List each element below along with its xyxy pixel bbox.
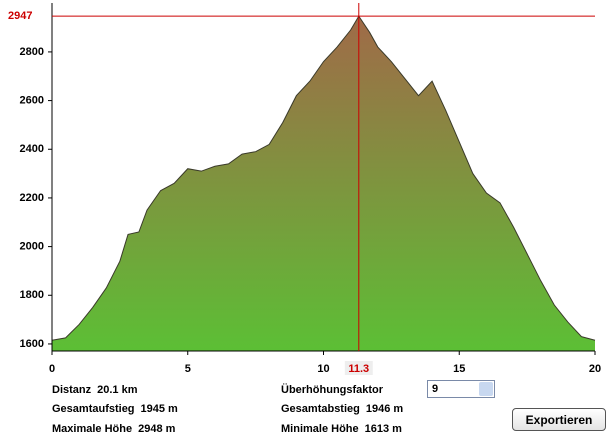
distance: Distanz 20.1 km [52, 384, 138, 396]
marker-x-label: 11.3 [348, 363, 369, 375]
marker-x-label-bg [344, 361, 373, 375]
elevation-area [52, 16, 595, 351]
y-tick-label: 2000 [20, 241, 44, 253]
descent: Gesamtabstieg 1946 m [281, 403, 404, 415]
y-tick-label: 2400 [20, 143, 44, 155]
x-tick-label: 5 [185, 363, 191, 375]
y-tick-label: 1800 [20, 289, 44, 301]
marker-y-label: 2947 [8, 10, 32, 22]
x-tick-label: 10 [317, 363, 329, 375]
exaggeration-label: Überhöhungsfaktor [281, 384, 384, 396]
y-tick-label: 2800 [20, 46, 44, 58]
x-tick-label: 15 [453, 363, 465, 375]
y-tick-label: 2600 [20, 94, 44, 106]
x-tick-label: 20 [589, 363, 601, 375]
y-tick-label: 1600 [20, 338, 44, 350]
exaggeration-select[interactable]: 9 [427, 380, 495, 398]
select-value: 9 [432, 383, 439, 395]
min-height: Minimale Höhe 1613 m [281, 423, 402, 435]
max-height: Maximale Höhe 2948 m [52, 423, 176, 435]
y-tick-label: 2200 [20, 192, 44, 204]
export-button[interactable]: Exportieren [512, 408, 606, 431]
marker-y-label-bg [2, 8, 46, 25]
elevation-line [51, 15, 596, 341]
ascent: Gesamtaufstieg 1945 m [52, 403, 178, 415]
x-tick-label: 0 [49, 363, 55, 375]
chart: 160018002000220024002600280005101520Dist… [2, 3, 602, 375]
select-arrow [479, 382, 493, 396]
